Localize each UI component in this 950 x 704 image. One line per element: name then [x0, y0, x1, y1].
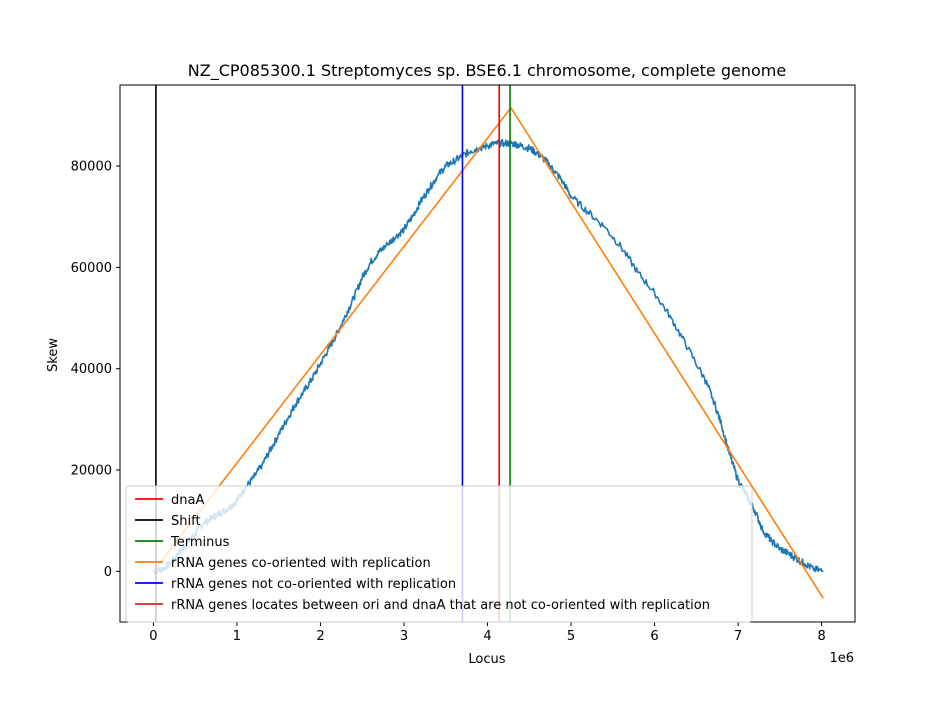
x-tick-label: 7 — [734, 629, 742, 644]
legend-label: rRNA genes locates between ori and dnaA … — [171, 598, 710, 613]
y-axis-label: Skew — [46, 338, 61, 372]
x-axis-offset-label: 1e6 — [829, 651, 854, 666]
x-tick-label: 4 — [483, 629, 491, 644]
y-tick-label: 20000 — [71, 464, 112, 479]
axes: 0 1 2 3 4 5 6 7 8 0 20000 40000 60000 80000 — [71, 160, 826, 644]
x-axis-label: Locus — [468, 652, 505, 667]
y-tick-label: 40000 — [71, 362, 112, 377]
y-tick-label: 0 — [104, 565, 112, 580]
x-tick-label: 8 — [817, 629, 825, 644]
legend-label: Terminus — [170, 535, 230, 550]
legend-label: rRNA genes co-oriented with replication — [171, 556, 431, 571]
x-tick-label: 5 — [567, 629, 575, 644]
skew-series-line — [152, 139, 824, 575]
legend-label: dnaA — [171, 493, 204, 508]
legend-label: rRNA genes not co-oriented with replicat… — [171, 577, 456, 592]
y-tick-label: 60000 — [71, 261, 112, 276]
x-tick-label: 6 — [650, 629, 658, 644]
y-tick-label: 80000 — [71, 160, 112, 175]
legend-box — [125, 485, 753, 623]
chart-title: NZ_CP085300.1 Streptomyces sp. BSE6.1 ch… — [188, 61, 786, 81]
x-tick-label: 2 — [316, 629, 324, 644]
co-oriented-rrna-line — [152, 107, 824, 599]
legend-label: Shift — [171, 514, 201, 529]
legend: dnaA Shift Terminus rRNA genes co-oriented … — [125, 485, 753, 623]
x-tick-label: 1 — [233, 629, 241, 644]
x-tick-label: 3 — [400, 629, 408, 644]
x-tick-label: 0 — [149, 629, 157, 644]
